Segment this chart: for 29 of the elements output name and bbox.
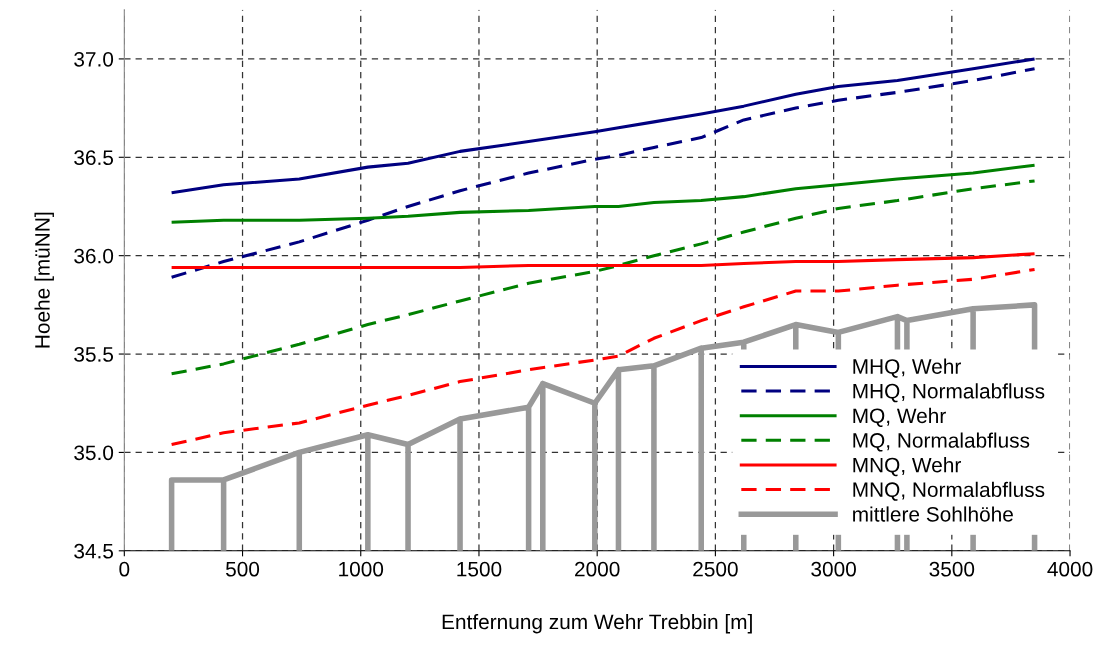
x-tick-label: 0 <box>119 561 130 577</box>
legend-label: MHQ, Normalabfluss <box>853 383 1045 403</box>
line-series <box>170 67 1037 279</box>
y-tick-label: 34.5 <box>74 543 114 559</box>
y-tick-label: 36.0 <box>74 248 114 264</box>
legend-label: MQ, Wehr <box>853 407 946 427</box>
y-tick-label: 35.5 <box>74 347 114 362</box>
x-tick-label: 1000 <box>339 561 384 577</box>
line-series <box>170 57 1037 195</box>
y-axis-title: Hoehe [müNN] <box>34 212 54 348</box>
x-tick-label: 500 <box>225 561 260 577</box>
legend-label: MQ, Normalabfluss <box>853 432 1030 452</box>
y-tick-label: 36.5 <box>74 150 114 166</box>
line-series <box>170 252 1037 269</box>
y-tick-label: 35.0 <box>74 445 114 461</box>
x-tick-label: 2000 <box>575 561 620 577</box>
y-tick-label: 37.0 <box>74 51 114 67</box>
x-tick-label: 2500 <box>693 561 738 577</box>
legend-label: MNQ, Normalabfluss <box>853 481 1045 501</box>
x-tick-label: 4000 <box>1047 561 1093 577</box>
line-series <box>170 163 1037 224</box>
legend-label: mittlere Sohlhöhe <box>853 506 1013 522</box>
x-axis-title: Entfernung zum Wehr Trebbin [m] <box>442 613 752 634</box>
x-tick-label: 3000 <box>811 561 856 577</box>
legend-label: MHQ, Wehr <box>853 358 961 378</box>
line-series <box>170 179 1037 376</box>
x-tick-label: 3500 <box>929 561 975 577</box>
x-tick-label: 1500 <box>457 561 502 577</box>
legend-label: MNQ, Wehr <box>853 457 961 477</box>
